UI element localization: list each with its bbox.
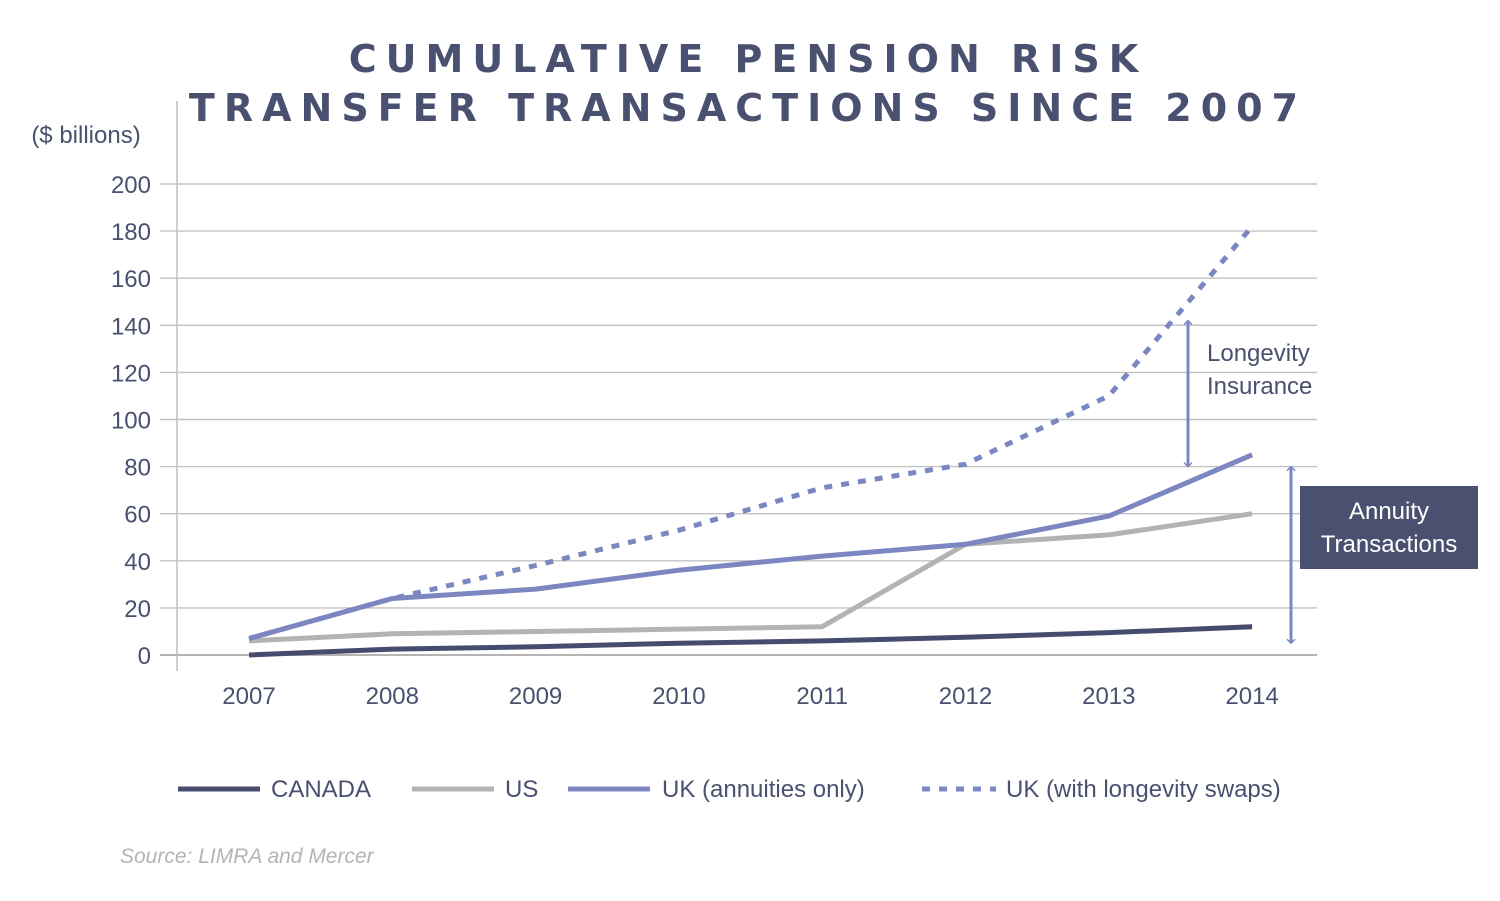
annuity-label-line-2: Transactions <box>1321 531 1458 558</box>
chart-title-line-1: CUMULATIVE PENSION RISK <box>349 37 1147 81</box>
y-tick-label: 140 <box>111 313 151 340</box>
y-tick-label: 200 <box>111 172 151 199</box>
x-tick-label: 2014 <box>1225 683 1278 710</box>
y-tick-label: 80 <box>124 455 151 482</box>
series-lines <box>248 224 1255 658</box>
longevity-label-line-1: Longevity <box>1207 340 1310 367</box>
legend-label-uk-longevity: UK (with longevity swaps) <box>1006 776 1281 803</box>
x-tick-label: 2012 <box>939 683 992 710</box>
series-line-uk-annuities-only <box>248 452 1254 641</box>
annuity-transactions-annotation: Annuity Transactions <box>1286 465 1478 644</box>
legend-label-canada: CANADA <box>271 776 371 803</box>
series-line-uk-with-longevity-swaps <box>248 224 1255 641</box>
legend: CANADA US UK (annuities only) UK (with l… <box>178 776 1281 803</box>
series-line-canada <box>248 624 1253 658</box>
x-tick-labels: 2007 2008 2009 2010 2011 2012 2013 2014 <box>222 683 1278 710</box>
longevity-label-line-2: Insurance <box>1207 373 1312 400</box>
longevity-insurance-annotation: Longevity Insurance <box>1183 319 1312 468</box>
y-tick-label: 40 <box>124 549 151 576</box>
source-note: Source: LIMRA and Mercer <box>120 845 375 868</box>
y-tick-label: 120 <box>111 360 151 387</box>
y-tick-label: 160 <box>111 266 151 293</box>
y-tick-label: 0 <box>138 643 151 670</box>
y-tick-label: 100 <box>111 408 151 435</box>
y-tick-label: 60 <box>124 502 151 529</box>
x-tick-label: 2009 <box>509 683 562 710</box>
x-tick-label: 2008 <box>366 683 419 710</box>
chart-title-line-2: TRANSFER TRANSACTIONS SINCE 2007 <box>189 86 1307 130</box>
x-tick-label: 2013 <box>1082 683 1135 710</box>
x-tick-label: 2010 <box>652 683 705 710</box>
annuity-label-box <box>1300 486 1478 569</box>
annuity-label-line-1: Annuity <box>1349 498 1429 525</box>
x-tick-label: 2007 <box>222 683 275 710</box>
grid-lines <box>160 183 1317 656</box>
y-tick-labels: 0 20 40 60 80 100 120 140 160 180 200 <box>111 172 151 670</box>
x-tick-label: 2011 <box>796 683 848 710</box>
legend-label-us: US <box>505 776 538 803</box>
y-tick-label: 20 <box>124 596 151 623</box>
legend-label-uk-annuities: UK (annuities only) <box>662 776 865 803</box>
y-axis-unit-label: ($ billions) <box>31 122 140 149</box>
y-tick-label: 180 <box>111 219 151 246</box>
series-line-us <box>248 511 1253 644</box>
